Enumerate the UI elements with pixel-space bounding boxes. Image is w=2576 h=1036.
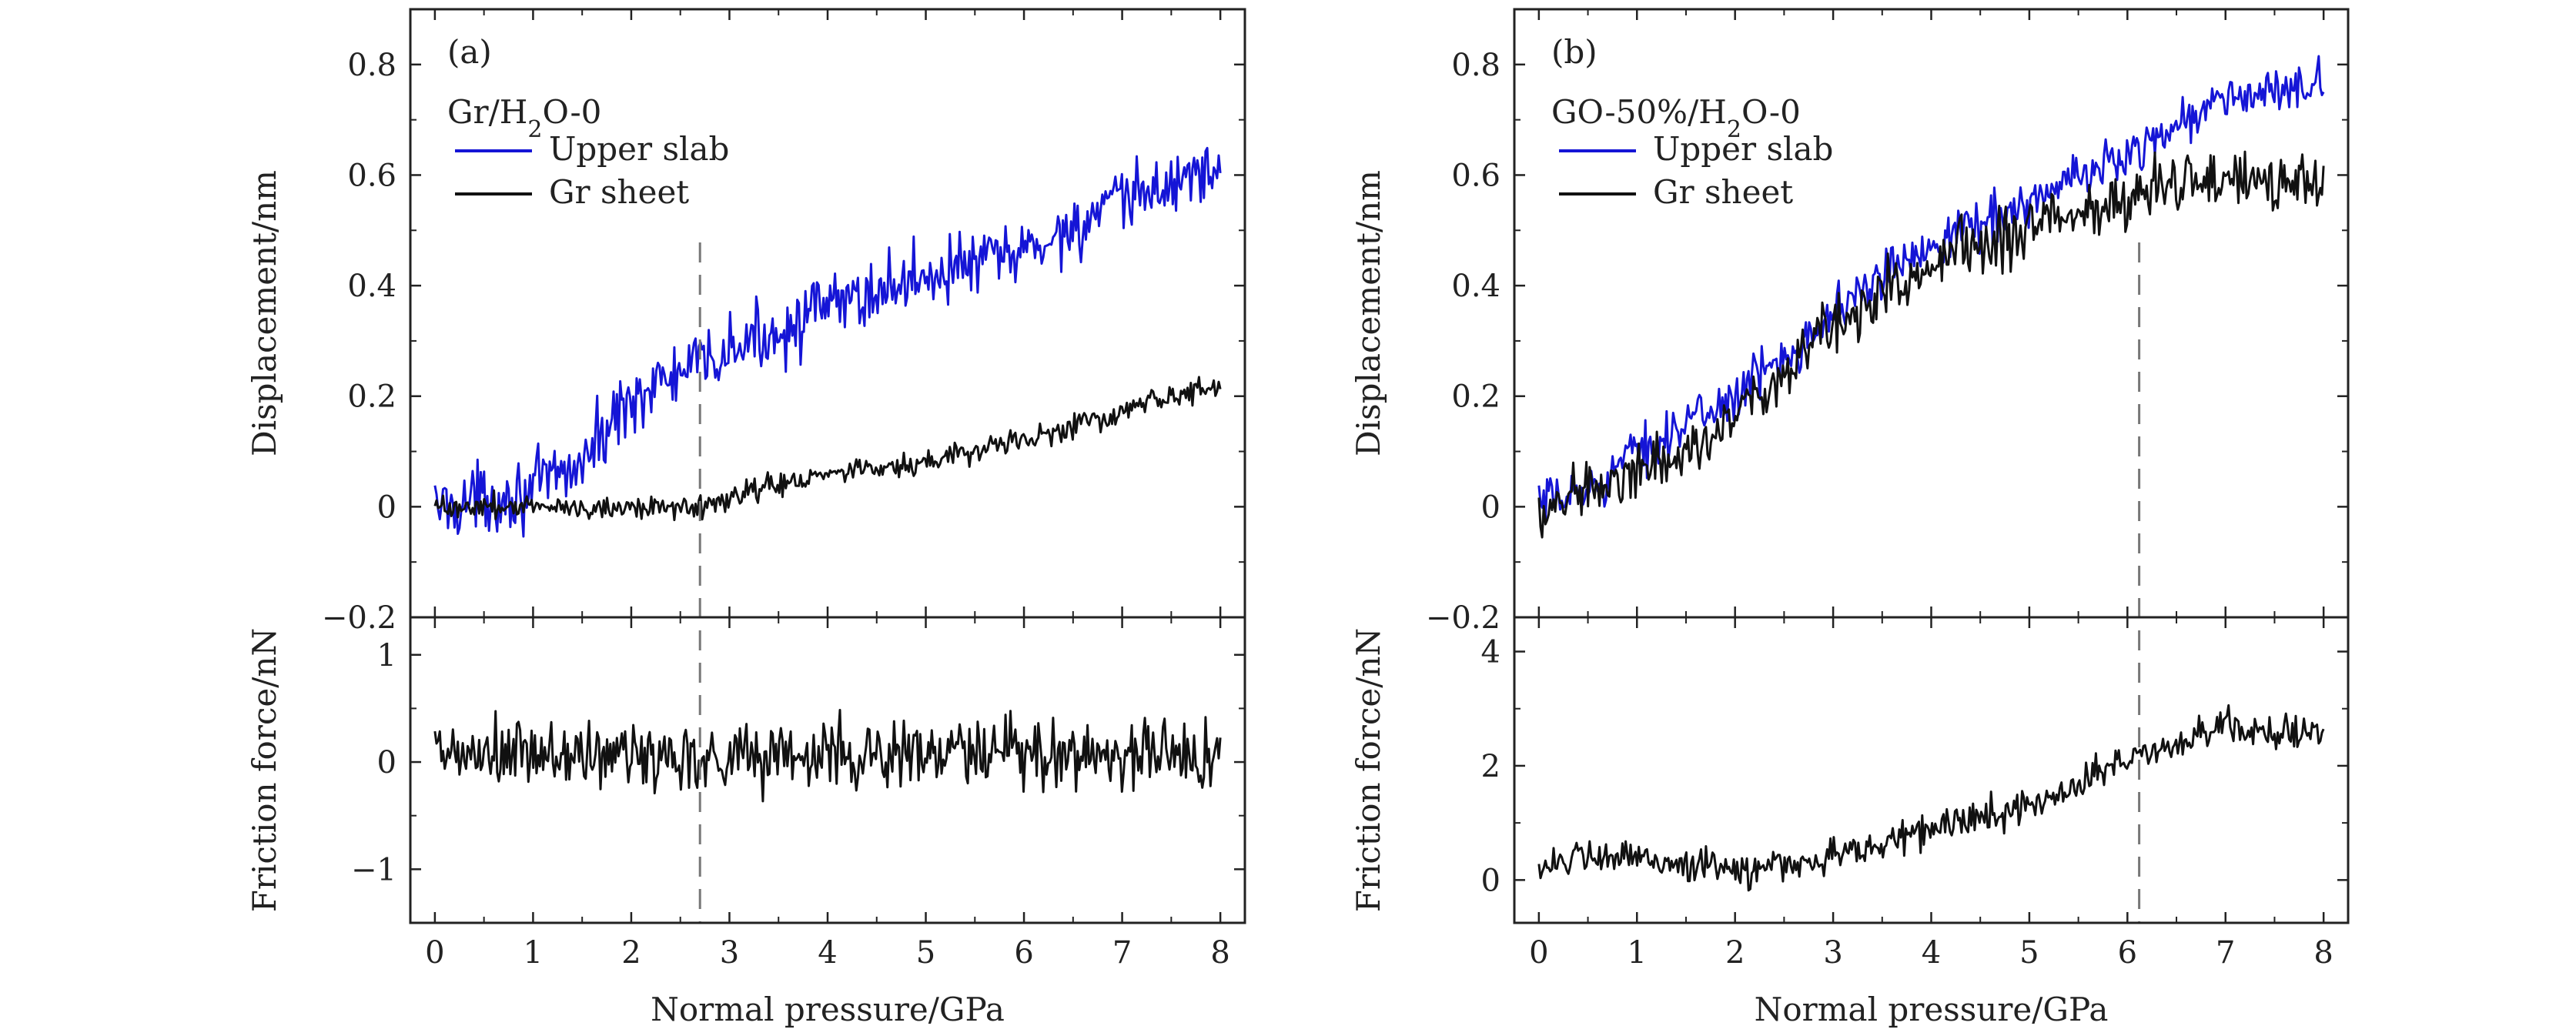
x-tick-label: 3 [1823,935,1842,971]
y-tick-label: 1 [377,638,396,673]
legend-label: Gr sheet [1653,173,1793,211]
panel-label: (a) [447,33,492,71]
panel-a: −0.2 0 0.2 0.4 0.6 0.8 Displacement/nm −1 0 1 Fric… [246,8,1246,1028]
y-tick-label: 0 [377,745,396,780]
y-tick-label: 0 [1481,863,1500,898]
legend-label: Upper slab [549,130,729,168]
x-axis-label: Normal pressure/GPa [651,991,1005,1028]
series-line-friction [433,709,1222,803]
panel-b: −0.2 0 0.2 0.4 0.6 0.8 Displacement/nm 0 2 4 Frict… [1350,8,2350,1028]
x-tick-label: 4 [818,935,837,971]
x-tick-label: 2 [621,935,641,971]
panel-label: (b) [1551,33,1597,71]
x-tick-label: 7 [1112,935,1132,971]
x-tick-label: 5 [2019,935,2039,971]
y-tick-label: 0 [377,490,396,525]
legend-label: Gr sheet [549,173,689,211]
x-tick-label: 4 [1922,935,1941,971]
y-tick-label: 0.2 [1451,379,1500,415]
series-line-upper-slab [433,146,1222,538]
y-tick-label: −1 [351,852,396,887]
x-tick-label: 6 [1014,935,1033,971]
x-tick-label: 6 [2118,935,2137,971]
series-line-friction [1537,703,2325,892]
sample-label: Gr/H2O-0 [447,93,601,143]
subplot-bottom: −1 0 1 Friction force/nN [246,617,1245,923]
x-tick-label: 5 [916,935,935,971]
legend-label: Upper slab [1653,130,1833,168]
x-tick-label: 8 [2313,935,2333,971]
y-tick-label: 0.8 [1451,48,1500,83]
plot-frame [1513,8,2350,924]
y-tick-label: 0.4 [347,269,396,304]
x-tick-label: 2 [1725,935,1745,971]
y-tick-label: 0.8 [347,48,396,83]
x-tick-label: 8 [1210,935,1229,971]
y-tick-label: 4 [1481,635,1500,670]
series-line-upper-slab [1537,55,2325,524]
x-tick-label: 1 [1628,935,1647,971]
x-tick-label: 0 [425,935,444,971]
y-tick-label: −0.2 [1426,600,1500,636]
x-tick-label: 0 [1529,935,1548,971]
subplot-bottom: 0 2 4 Friction force/nN [1350,617,2348,923]
x-tick-label: 7 [2216,935,2235,971]
y-tick-label: 2 [1481,749,1500,784]
plot-frame [409,8,1246,924]
x-tick-label: 1 [524,935,543,971]
y-axis-label-top: Displacement/nm [1350,170,1387,456]
sample-label: GO-50%/H2O-0 [1551,93,1801,143]
y-tick-label: 0.4 [1451,269,1500,304]
x-tick-label: 3 [720,935,739,971]
y-tick-label: 0.2 [347,379,396,415]
series-line-gr-sheet [433,376,1222,522]
subplot-top: −0.2 0 0.2 0.4 0.6 0.8 Displacement/nm [1350,9,2348,636]
x-axis-label: Normal pressure/GPa [1755,991,2109,1028]
series-line-gr-sheet [1537,150,2325,539]
y-tick-label: 0 [1481,490,1500,525]
y-tick-label: 0.6 [347,158,396,193]
subplot-top: −0.2 0 0.2 0.4 0.6 0.8 Displacement/nm [246,9,1245,636]
y-axis-label-top: Displacement/nm [246,170,283,456]
y-tick-label: −0.2 [322,600,396,636]
y-axis-label-bottom: Friction force/nN [1350,628,1387,912]
y-axis-label-bottom: Friction force/nN [246,628,283,912]
y-tick-label: 0.6 [1451,158,1500,193]
